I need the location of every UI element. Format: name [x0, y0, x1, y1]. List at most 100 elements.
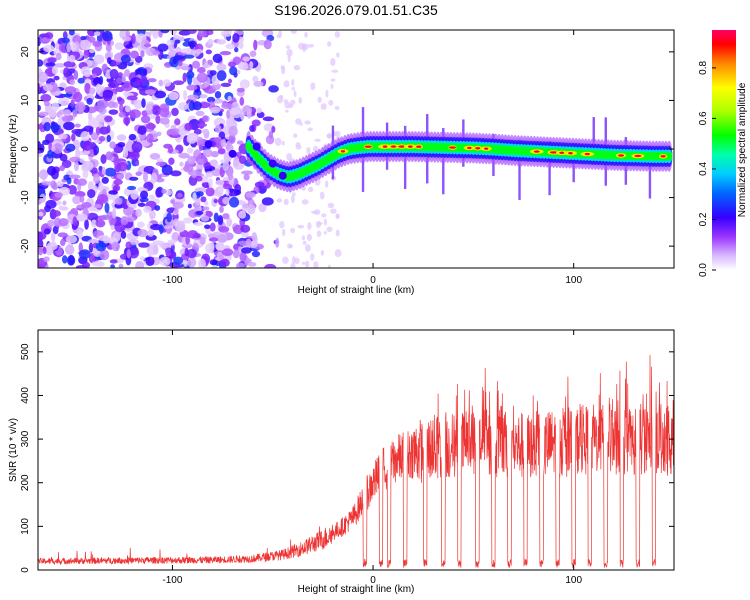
heatmap-cell — [198, 144, 204, 151]
heatmap-cell — [185, 234, 190, 245]
heatmap-cell — [187, 257, 197, 268]
colorbar-label: Normalized spectral amplitude — [737, 82, 748, 217]
heatmap-cell — [61, 159, 72, 169]
heatmap-cell — [183, 89, 188, 101]
snr-x-tick-label: 100 — [565, 575, 582, 586]
heatmap-cell — [128, 176, 139, 181]
heatmap-cell — [205, 187, 215, 197]
heatmap-cell — [39, 169, 49, 180]
heatmap-cell — [278, 171, 287, 180]
heatmap-cell — [293, 133, 298, 138]
heatmap-cell — [205, 171, 214, 178]
heatmap-cell — [323, 230, 327, 235]
heatmap-cell — [63, 174, 71, 181]
heatmap-cell — [148, 194, 156, 200]
heatmap-cell — [291, 86, 296, 91]
heatmap-cell — [42, 139, 51, 145]
heatmap-cell — [124, 216, 136, 223]
heatmap-cell — [306, 233, 312, 242]
heatmap-cell — [104, 72, 111, 78]
heatmap-cell — [82, 160, 94, 172]
heatmap-cell — [276, 198, 283, 203]
heatmap-cell — [484, 147, 489, 150]
heatmap-cell — [340, 150, 346, 153]
heatmap-cell — [313, 261, 319, 268]
heatmap-y-label: Frequency (Hz) — [8, 115, 19, 184]
heatmap-cell — [204, 140, 213, 149]
heatmap-cell — [159, 256, 171, 267]
heatmap-cell — [334, 249, 342, 258]
heatmap-cell — [305, 244, 311, 252]
heatmap-cell — [327, 41, 332, 47]
heatmap-cell — [141, 98, 146, 108]
heatmap-cell — [634, 154, 642, 158]
heatmap-cell — [58, 133, 68, 140]
heatmap-cell — [129, 109, 141, 119]
heatmap-cell — [152, 50, 161, 56]
heatmap-cell — [262, 116, 275, 122]
heatmap-cell — [242, 56, 251, 62]
heatmap-cell — [283, 198, 289, 206]
heatmap-cell — [122, 35, 131, 42]
heatmap-cell — [549, 151, 558, 154]
heatmap-cell — [67, 184, 77, 195]
heatmap-cell — [336, 52, 340, 58]
colorbar-tick-label: 0.6 — [698, 111, 709, 125]
heatmap-cell — [246, 108, 252, 119]
heatmap-cell — [307, 222, 312, 230]
heatmap-cell — [149, 210, 156, 219]
colorbar-gradient — [712, 30, 736, 270]
heatmap-cell — [475, 147, 481, 150]
heatmap-cell — [174, 118, 181, 126]
heatmap-cell — [217, 214, 224, 226]
heatmap-cell — [80, 66, 91, 76]
heatmap-cell — [199, 94, 208, 99]
heatmap-cell — [159, 224, 164, 235]
heatmap-cell — [196, 191, 204, 197]
heatmap-cell — [213, 212, 219, 223]
heatmap-cell — [83, 125, 94, 133]
heatmap-cell — [215, 179, 225, 186]
heatmap-cell — [184, 122, 193, 131]
heatmap-cell — [116, 161, 128, 172]
heatmap-cell — [127, 185, 137, 191]
heatmap-cell — [86, 97, 93, 105]
heatmap-cell — [99, 214, 111, 221]
heatmap-x-tick-label: -100 — [162, 275, 182, 286]
heatmap-cell — [197, 67, 206, 74]
snr-frame — [37, 329, 675, 571]
heatmap-cell — [239, 251, 247, 262]
heatmap-cell — [229, 107, 241, 116]
heatmap-cell — [38, 152, 43, 158]
snr-y-axis: 0 100 200 300 400 500 — [20, 343, 674, 573]
heatmap-cell — [287, 54, 291, 63]
heatmap-cell — [302, 240, 307, 245]
heatmap-cell — [123, 148, 129, 158]
heatmap-cell — [143, 171, 149, 183]
heatmap-y-tick-label: 0 — [20, 146, 31, 152]
heatmap-cell — [58, 109, 70, 115]
heatmap-cell — [51, 210, 62, 217]
heatmap-cell — [196, 72, 208, 83]
heatmap-cell — [293, 90, 297, 98]
heatmap-cell — [82, 261, 91, 268]
heatmap-cell — [268, 130, 274, 139]
heatmap-cell — [186, 248, 197, 259]
heatmap-cell — [96, 193, 109, 204]
heatmap-cell — [223, 30, 232, 37]
heatmap-cell — [172, 201, 184, 209]
heatmap-cell — [58, 218, 69, 227]
heatmap-cell — [54, 91, 61, 96]
heatmap-cell — [183, 54, 195, 59]
heatmap-cell — [77, 178, 88, 186]
colorbar-ticks: 0.0 0.2 0.4 0.6 0.8 — [698, 61, 716, 277]
heatmap-cell — [95, 219, 106, 228]
heatmap-cell — [307, 127, 313, 132]
heatmap-cell — [408, 145, 413, 148]
heatmap-cell — [106, 125, 111, 134]
heatmap-cell — [107, 100, 116, 109]
heatmap-cell — [86, 212, 99, 221]
heatmap-cell — [72, 91, 83, 103]
heatmap-cell — [120, 54, 131, 64]
heatmap-cell — [220, 82, 232, 88]
